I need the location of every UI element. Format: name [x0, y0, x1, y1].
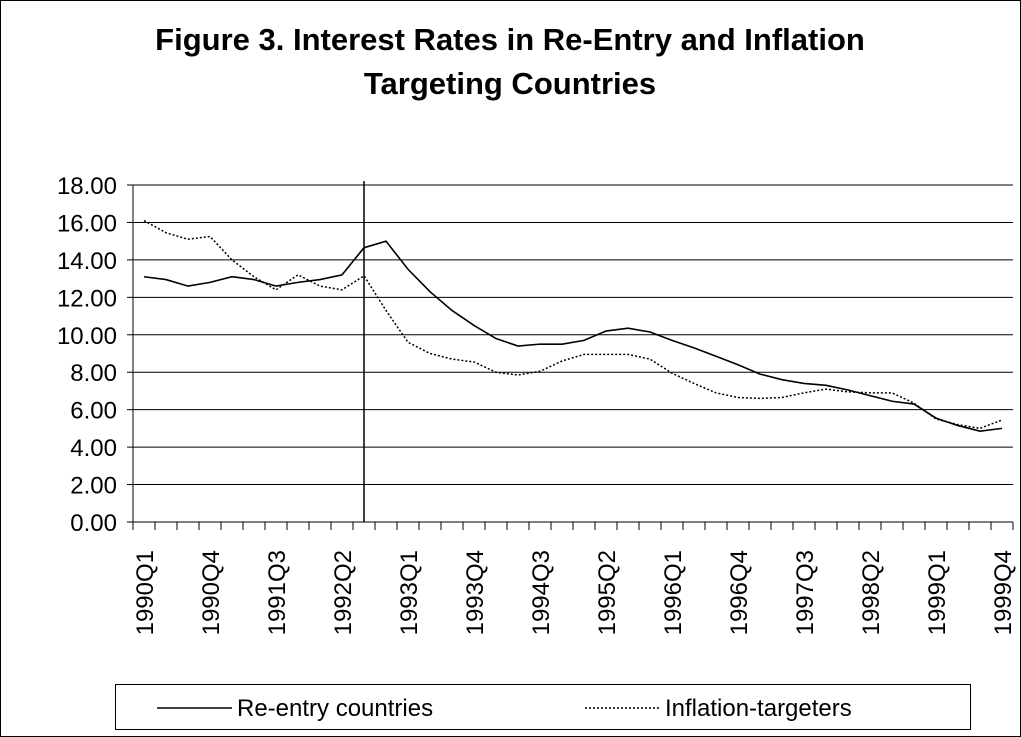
- y-tick-label: 12.00: [57, 285, 117, 312]
- y-tick-label: 0.00: [70, 510, 117, 537]
- title-box: Figure 3. Interest Rates in Re-Entry and…: [155, 22, 865, 101]
- x-tick-label: 1990Q4: [198, 550, 225, 635]
- y-tick-label: 8.00: [70, 360, 117, 387]
- y-tick-label: 16.00: [57, 210, 117, 237]
- x-tick-label: 1996Q4: [726, 550, 753, 635]
- y-tick-label: 6.00: [70, 398, 117, 425]
- x-tick-label: 1996Q1: [660, 550, 687, 635]
- y-tick-label: 10.00: [57, 323, 117, 350]
- x-tick-label: 1993Q4: [462, 550, 489, 635]
- x-tick-label: 1993Q1: [396, 550, 423, 635]
- series-line: [143, 240, 1003, 433]
- legend-box: [115, 684, 971, 730]
- x-tick-label: 1992Q2: [330, 550, 357, 635]
- y-tick-label: 2.00: [70, 473, 117, 500]
- x-tick-label: 1999Q1: [924, 550, 951, 635]
- chart-title: Figure 3. Interest Rates in Re-Entry and…: [155, 22, 865, 101]
- y-tick-label: 4.00: [70, 435, 117, 462]
- series-line: [143, 219, 1003, 430]
- x-tick-label: 1999Q4: [990, 550, 1017, 635]
- x-tick-label: 1994Q3: [528, 550, 555, 635]
- legend-label: Inflation-targeters: [665, 695, 852, 722]
- legend-label: Re-entry countries: [237, 695, 433, 722]
- y-tick-label: 18.00: [57, 173, 117, 200]
- x-tick-label: 1997Q3: [792, 550, 819, 635]
- x-tick-label: 1995Q2: [594, 550, 621, 635]
- x-tick-label: 1991Q3: [264, 550, 291, 635]
- x-tick-label: 1990Q1: [132, 550, 159, 635]
- x-tick-label: 1998Q2: [858, 550, 885, 635]
- y-tick-label: 14.00: [57, 248, 117, 275]
